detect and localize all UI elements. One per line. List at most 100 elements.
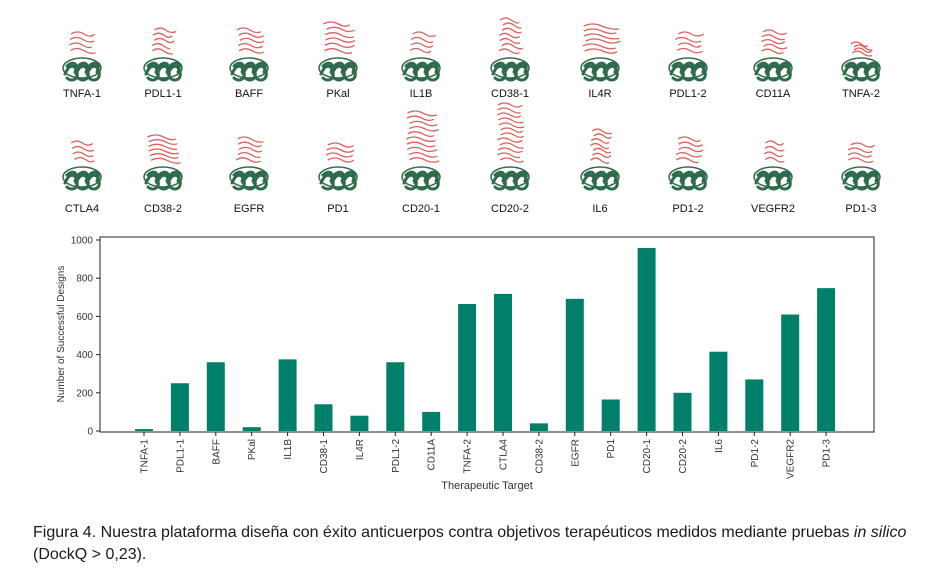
x-tick-label: CD20-2 — [678, 439, 689, 474]
structure-tnfa-1: TNFA-1 — [62, 31, 102, 100]
structure-label: PD1-2 — [672, 203, 703, 215]
structure-vegfr2: VEGFR2 — [751, 140, 795, 215]
structure-label: IL6 — [592, 203, 607, 215]
bar-cd38-1 — [314, 404, 333, 431]
antibody-shape — [754, 170, 792, 191]
structure-label: CD38-2 — [144, 203, 182, 215]
structure-label: CTLA4 — [65, 203, 99, 215]
bar-baff — [206, 362, 225, 431]
target-protein-shape — [147, 134, 181, 164]
target-protein-shape — [498, 17, 523, 55]
y-tick-label: 1000 — [71, 236, 94, 247]
target-protein-shape — [235, 136, 264, 163]
bar-pdl1-2 — [386, 362, 405, 431]
bar-ctla4 — [494, 293, 512, 431]
target-protein-shape — [590, 128, 613, 164]
x-tick-label: PD1-3 — [822, 439, 833, 468]
structure-il1b: IL1B — [401, 31, 441, 100]
structure-label: CD11A — [756, 88, 791, 100]
structure-label: TNFA-1 — [63, 88, 101, 100]
antibody-shape — [230, 61, 268, 82]
bar-cd38-2 — [529, 423, 548, 431]
structure-cd20-1: CD20-1 — [401, 110, 441, 215]
structure-label: BAFF — [235, 88, 263, 100]
antibody-outline — [62, 166, 102, 188]
bar-pdl1-1 — [170, 383, 189, 431]
x-tick-label: PKal — [247, 439, 258, 460]
bar-pkal — [242, 427, 261, 431]
structure-label: VEGFR2 — [751, 203, 795, 215]
caption-text: Figura 4. Nuestra plataforma diseña con … — [33, 524, 854, 541]
antibody-shape — [63, 61, 101, 82]
target-protein-shape — [70, 140, 95, 163]
target-protein-shape — [322, 21, 356, 54]
y-tick-label: 200 — [76, 388, 93, 399]
target-protein-shape — [761, 29, 788, 55]
antibody-shape — [144, 170, 182, 191]
y-tick-label: 400 — [76, 350, 93, 361]
y-axis-label: Number of Successful Designs — [56, 266, 67, 403]
antibody-outline — [580, 166, 620, 188]
antibody-shape — [63, 170, 101, 191]
target-protein-shape — [151, 27, 177, 55]
target-protein-shape — [496, 102, 525, 163]
antibody-outline — [841, 166, 881, 188]
bar-cd20-2 — [673, 392, 692, 431]
structure-il6: IL6 — [580, 128, 620, 215]
x-tick-label: PDL1-2 — [391, 439, 402, 473]
antibody-shape — [144, 61, 182, 82]
antibody-outline — [62, 57, 102, 79]
structure-pkal: PKal — [318, 21, 358, 100]
structure-il4r: IL4R — [580, 23, 621, 100]
antibody-outline — [229, 166, 269, 188]
bars — [135, 248, 836, 431]
bar-il4r — [350, 415, 369, 431]
antibody-shape — [754, 61, 792, 82]
structure-label: IL1B — [410, 88, 433, 100]
target-protein-shape — [675, 136, 704, 164]
structure-egfr: EGFR — [229, 136, 269, 215]
target-protein-shape — [409, 31, 436, 54]
structure-label: PKal — [326, 88, 349, 100]
structure-cd38-2: CD38-2 — [143, 134, 183, 215]
target-protein-shape — [763, 140, 785, 163]
x-tick-label: PDL1-1 — [175, 439, 186, 473]
antibody-shape — [842, 170, 880, 191]
bar-pd1-3 — [817, 288, 836, 431]
x-tick-label: BAFF — [211, 439, 222, 465]
y-tick-label: 800 — [76, 274, 93, 285]
target-protein-shape — [847, 142, 876, 164]
figure-caption: Figura 4. Nuestra plataforma diseña con … — [33, 522, 913, 566]
x-tick-label: CD11A — [427, 439, 438, 471]
antibody-outline — [841, 57, 881, 79]
antibody-outline — [143, 57, 183, 79]
bar-chart: 0 200 400 600 800 1000 TNFA-1 PDL1-1 BAFF PKal IL… — [56, 236, 875, 492]
structure-thumbnails: TNFA-1 PDL1-1 BAFF PKal IL1B CD38-1 IL4R PDL1-2… — [62, 17, 881, 215]
x-tick-label: EGFR — [570, 439, 581, 467]
antibody-outline — [490, 166, 530, 188]
target-protein-shape — [236, 27, 265, 54]
target-protein-shape — [325, 142, 355, 163]
structure-label: CD20-2 — [491, 203, 529, 215]
bar-cd11a — [422, 411, 441, 431]
structure-pdl1-1: PDL1-1 — [143, 27, 183, 100]
antibody-shape — [669, 170, 707, 191]
structure-label: PD1-3 — [845, 203, 876, 215]
structure-tnfa-2: TNFA-2 — [841, 41, 881, 100]
antibody-shape — [581, 61, 619, 82]
caption-italic: in silico — [853, 524, 907, 541]
antibody-outline — [753, 57, 793, 79]
target-protein-shape — [68, 31, 96, 54]
plot-frame — [99, 236, 875, 433]
antibody-outline — [143, 166, 183, 188]
target-protein-shape — [582, 23, 621, 54]
bar-pd1 — [601, 399, 620, 431]
structure-pdl1-2: PDL1-2 — [668, 31, 708, 100]
x-tick-label: CD20-1 — [642, 439, 653, 474]
structure-pd1-3: PD1-3 — [841, 142, 881, 215]
x-tick-label: CD38-2 — [534, 439, 545, 474]
caption-suffix: (DockQ > 0,23). — [33, 546, 147, 563]
structure-label: PD1 — [327, 203, 348, 215]
x-tick-label: IL6 — [714, 439, 725, 453]
x-tick-label: PD1 — [606, 439, 617, 459]
